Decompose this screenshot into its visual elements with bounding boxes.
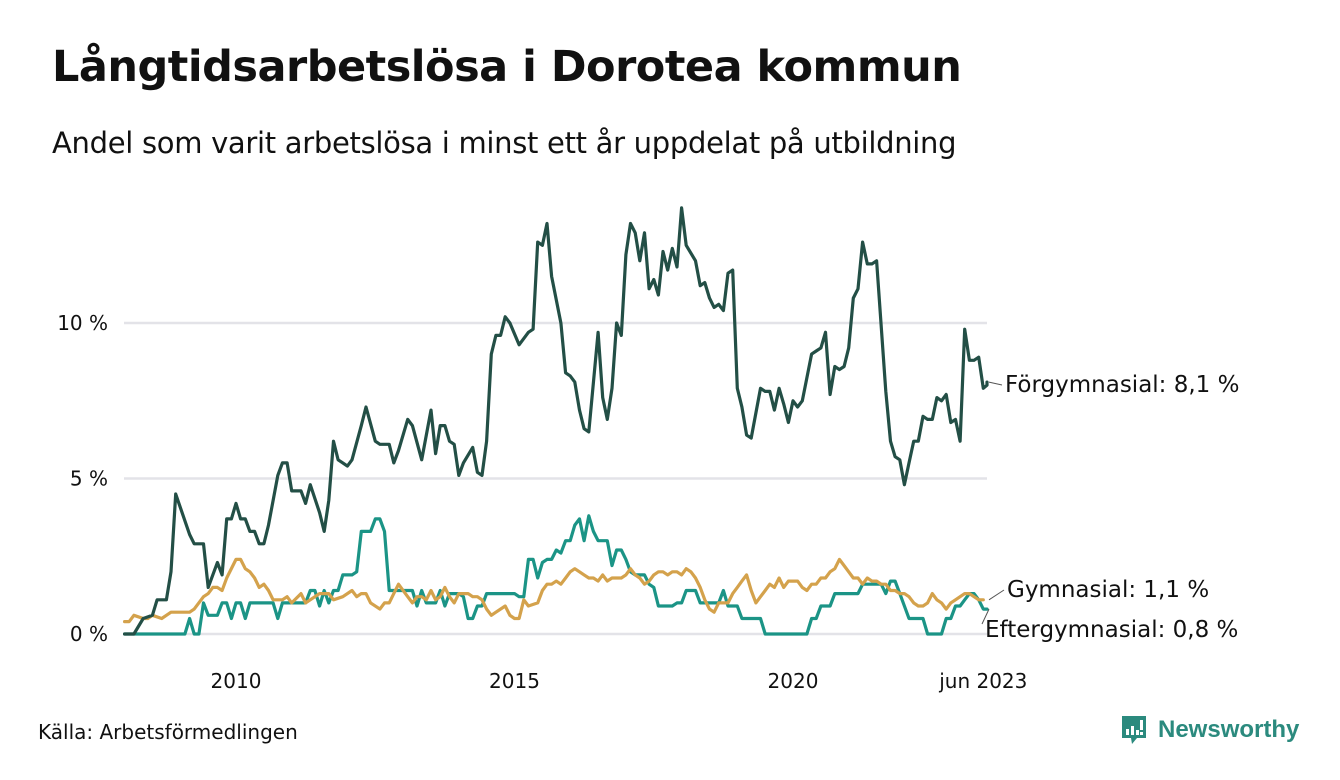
x-tick-label: 2020 xyxy=(768,669,819,693)
series-end-labels: Förgymnasial: 8,1 % Gymnasial: 1,1 % Efter… xyxy=(981,372,1239,643)
series-line-eftergymnasial xyxy=(123,514,989,636)
brand-logo: Newsworthy xyxy=(1120,714,1299,746)
series-end-label: Förgymnasial: 8,1 % xyxy=(1005,372,1239,398)
y-tick-label: 0 % xyxy=(70,622,108,646)
label-connector xyxy=(988,589,1005,601)
label-connector xyxy=(981,608,990,625)
label-connector xyxy=(988,381,1003,386)
series-line-förgymnasial xyxy=(123,206,989,636)
y-axis-ticks: 0 % 5 % 10 % xyxy=(57,311,108,646)
newsworthy-logo-icon xyxy=(1122,716,1146,744)
x-tick-label: 2010 xyxy=(211,669,262,693)
series-line-gymnasial xyxy=(123,557,985,624)
x-tick-label: jun 2023 xyxy=(938,669,1027,693)
chart-title: Långtidsarbetslösa i Dorotea kommun xyxy=(52,42,962,92)
x-tick-label: 2015 xyxy=(489,669,540,693)
series-end-label: Eftergymnasial: 0,8 % xyxy=(985,617,1238,643)
gridlines xyxy=(124,321,987,636)
y-tick-label: 10 % xyxy=(57,311,108,335)
source-note: Källa: Arbetsförmedlingen xyxy=(38,720,298,744)
series-end-label: Gymnasial: 1,1 % xyxy=(1007,577,1209,603)
y-tick-label: 5 % xyxy=(70,467,108,491)
series-lines xyxy=(123,206,989,636)
chart-subtitle: Andel som varit arbetslösa i minst ett å… xyxy=(52,126,957,160)
x-axis-ticks: 2010 2015 2020 jun 2023 xyxy=(211,669,1028,693)
brand-name: Newsworthy xyxy=(1158,716,1300,743)
